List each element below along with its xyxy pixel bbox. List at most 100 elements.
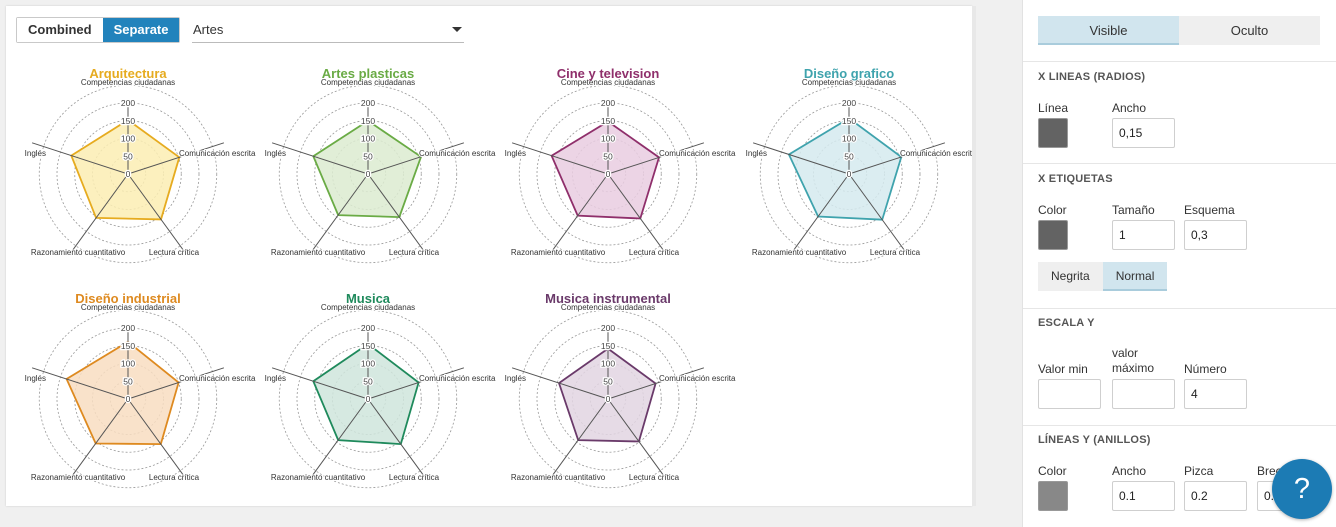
tick-label: 100 (361, 134, 375, 144)
axis-label: Lectura crítica (389, 248, 440, 257)
y-lines-color-label: Color (1038, 464, 1067, 478)
tick-label: 50 (363, 376, 373, 386)
x-labels-outline-input[interactable]: 0,3 (1184, 220, 1247, 250)
axis-spoke (271, 367, 369, 400)
x-lines-width-label: Ancho (1112, 101, 1147, 115)
tick-label: 0 (126, 394, 131, 404)
axis-label: Inglés (25, 374, 46, 383)
resize-gutter[interactable] (972, 6, 976, 506)
grid-ring (795, 120, 903, 228)
x-lines-title: X LINEAS (RADIOS) (1038, 71, 1146, 83)
tick-label: 100 (601, 359, 615, 369)
radar-chart: 0 50 100 150 200 Competencias ciudadanas Comun… (264, 291, 497, 489)
radar-chart: 0 50 100 150 200 Competencias ciudadanas Comun… (504, 66, 737, 264)
tick-label: 150 (121, 341, 135, 351)
axis-label: Lectura crítica (149, 473, 200, 482)
axis-spoke (789, 173, 850, 256)
chart-canvas: Combined Separate Artes 0 50 100 150 200 Comp… (6, 6, 972, 506)
count-input[interactable]: 4 (1184, 379, 1247, 409)
tick-label: 150 (601, 341, 615, 351)
dataset-value: Artes (193, 22, 224, 37)
combined-button[interactable]: Combined (17, 18, 103, 42)
grid-ring (536, 327, 680, 471)
bold-button[interactable]: Negrita (1038, 262, 1103, 291)
axis-label: Razonamiento cuantitativo (271, 473, 366, 482)
axis-spoke (607, 367, 705, 400)
axis-spoke (308, 398, 369, 481)
help-button[interactable]: ? (1272, 459, 1332, 519)
axis-spoke (367, 398, 428, 481)
min-value-input[interactable] (1038, 379, 1101, 409)
max-value-input[interactable] (1112, 379, 1175, 409)
axis-spoke (367, 173, 428, 256)
hidden-button[interactable]: Oculto (1179, 16, 1320, 45)
tick-label: 200 (361, 98, 375, 108)
grid-ring (296, 327, 440, 471)
tick-label: 200 (842, 98, 856, 108)
axis-spoke (31, 142, 129, 175)
x-labels-color-swatch[interactable] (1038, 220, 1068, 250)
normal-button[interactable]: Normal (1102, 262, 1168, 291)
count-label: Número (1184, 362, 1227, 376)
chevron-down-icon (452, 27, 462, 32)
axis-label: Inglés (746, 149, 767, 158)
tick-label: 50 (603, 376, 613, 386)
y-lines-dash-input[interactable]: 0.2 (1184, 481, 1247, 511)
grid-ring (518, 84, 698, 264)
tick-label: 200 (121, 323, 135, 333)
tick-label: 50 (603, 151, 613, 161)
divider (1023, 61, 1336, 62)
axis-label: Razonamiento cuantitativo (511, 248, 606, 257)
axis-label: Razonamiento cuantitativo (31, 473, 126, 482)
chart-title: Arquitectura (89, 66, 167, 81)
chart-title: Diseño industrial (75, 291, 180, 306)
axis-label: Inglés (265, 149, 286, 158)
x-labels-size-label: Tamaño (1112, 203, 1155, 217)
tick-label: 0 (366, 394, 371, 404)
tick-label: 150 (361, 116, 375, 126)
radar-chart: 0 50 100 150 200 Competencias ciudadanas Comun… (504, 291, 737, 489)
separate-button[interactable]: Separate (102, 18, 180, 42)
grid-ring (554, 120, 662, 228)
y-scale-title: ESCALA Y (1038, 317, 1095, 329)
axis-label: Comunicación escrita (179, 149, 256, 158)
axis-spoke (68, 398, 129, 481)
y-lines-dash-label: Pizca (1184, 464, 1214, 478)
radar-chart: 0 50 100 150 200 Competencias ciudadanas Comun… (24, 66, 257, 264)
axis-label: Comunicación escrita (900, 149, 972, 158)
tick-label: 150 (121, 116, 135, 126)
x-labels-size-input[interactable]: 1 (1112, 220, 1175, 250)
axis-spoke (848, 142, 946, 175)
dataset-dropdown[interactable]: Artes (192, 17, 464, 43)
x-lines-width-input[interactable]: 0,15 (1112, 118, 1175, 148)
y-lines-color-swatch[interactable] (1038, 481, 1068, 511)
axis-label: Competencias ciudadanas (81, 78, 175, 87)
grid-ring (296, 102, 440, 246)
axis-label: Razonamiento cuantitativo (31, 248, 126, 257)
visible-button[interactable]: Visible (1038, 16, 1179, 45)
tick-label: 150 (361, 341, 375, 351)
line-label: Línea (1038, 101, 1069, 115)
chart-title: Artes plasticas (322, 66, 415, 81)
axis-label: Lectura crítica (629, 473, 680, 482)
chart-title: Diseño grafico (804, 66, 894, 81)
tick-label: 0 (847, 169, 852, 179)
y-lines-width-label: Ancho (1112, 464, 1147, 478)
axis-spoke (548, 173, 609, 256)
axis-spoke (127, 367, 225, 400)
x-lines-color-swatch[interactable] (1038, 118, 1068, 148)
y-lines-title: LÍNEAS Y (ANILLOS) (1038, 434, 1151, 446)
series-polygon (557, 347, 657, 443)
axis-label: Inglés (25, 149, 46, 158)
grid-ring (759, 84, 939, 264)
tick-label: 50 (844, 151, 854, 161)
chart-title: Musica instrumental (545, 291, 671, 306)
tick-label: 100 (361, 359, 375, 369)
axis-spoke (127, 142, 225, 175)
axis-label: Comunicación escrita (659, 374, 736, 383)
grid-ring (56, 102, 200, 246)
grid-ring (314, 120, 422, 228)
axis-label: Inglés (265, 374, 286, 383)
y-lines-width-input[interactable]: 0.1 (1112, 481, 1175, 511)
tick-label: 50 (363, 151, 373, 161)
